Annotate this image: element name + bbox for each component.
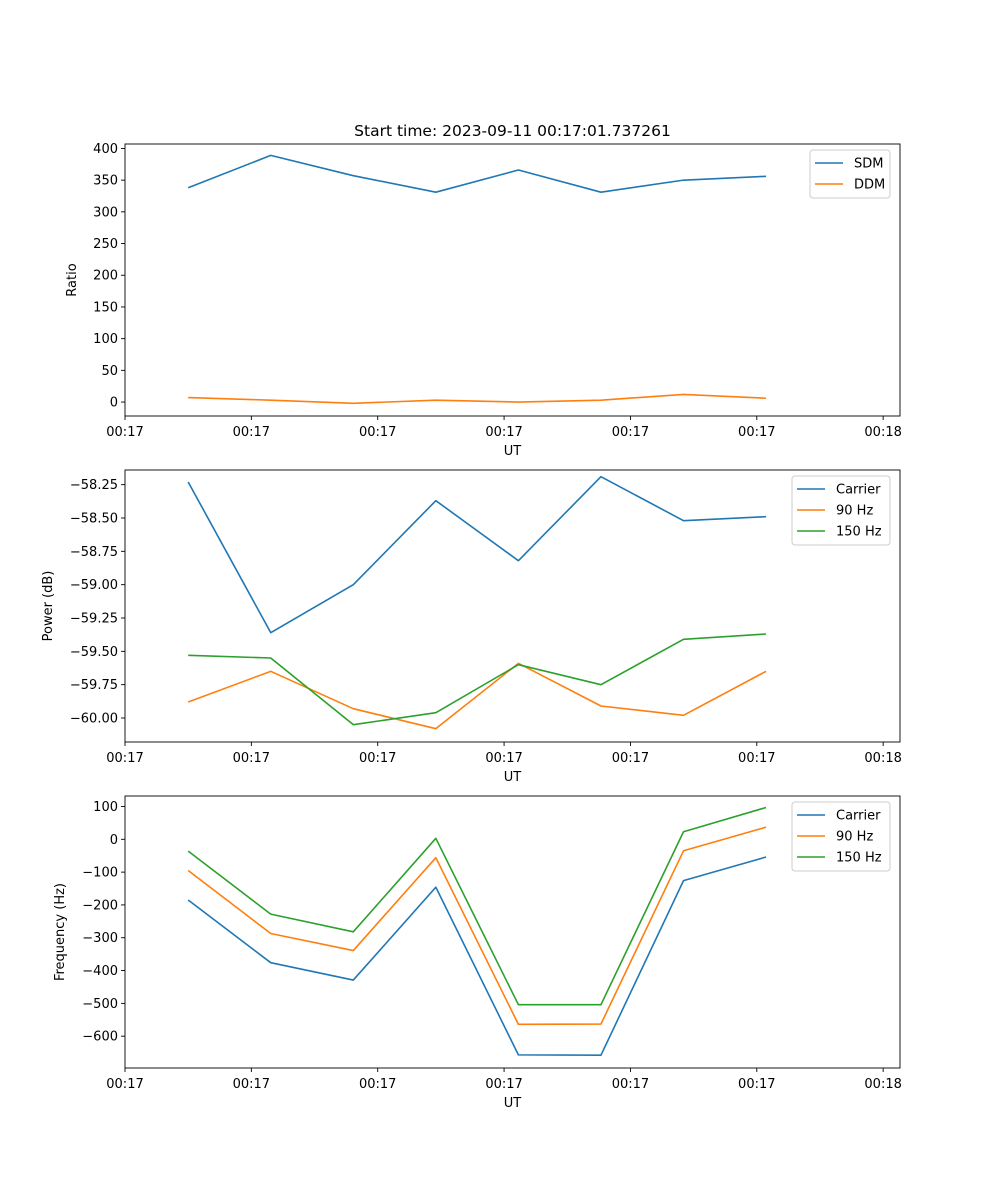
legend-label: 150 Hz <box>836 851 882 866</box>
axes-frame <box>124 795 901 1069</box>
x-tick-label: 00:17 <box>612 1077 649 1092</box>
y-tick-label: −200 <box>82 898 118 913</box>
x-tick-label: 00:17 <box>106 751 143 766</box>
legend-label: Carrier <box>836 483 881 498</box>
legend-label: Carrier <box>836 809 881 824</box>
y-tick-label: −100 <box>82 866 118 881</box>
y-tick-label: −58.25 <box>70 478 118 493</box>
series-line-sdm <box>187 154 767 193</box>
y-tick-label: 100 <box>93 800 118 815</box>
x-axis-label: UT <box>504 444 522 459</box>
y-tick-label: 100 <box>93 332 118 347</box>
x-axis-label: UT <box>504 1096 522 1111</box>
y-tick-label: 50 <box>101 364 118 379</box>
x-tick-label: 00:17 <box>485 425 522 440</box>
x-tick-label: 00:17 <box>485 751 522 766</box>
series-line-150-hz <box>188 633 767 726</box>
panel-frequency: 00:17 00:17 00:17 00:17 00:17 00:17 00:18 −600 −… <box>53 795 902 1111</box>
series-line-ddm <box>188 393 767 405</box>
legend-label: 90 Hz <box>836 830 873 845</box>
x-tick-label: 00:17 <box>359 1077 396 1092</box>
legend-box <box>791 475 891 546</box>
y-tick-label: −500 <box>82 997 118 1012</box>
y-axis-label: Frequency (Hz) <box>53 883 68 981</box>
legend-label: DDM <box>854 178 885 193</box>
x-tick-label: 00:17 <box>106 1077 143 1092</box>
y-tick-label: −300 <box>82 931 118 946</box>
x-tick-label: 00:17 <box>359 751 396 766</box>
y-axis-label: Ratio <box>65 263 80 296</box>
y-tick-label: −600 <box>82 1030 118 1045</box>
x-tick-label: 00:17 <box>612 751 649 766</box>
y-tick-label: 150 <box>93 300 118 315</box>
x-tick-label: 00:17 <box>485 1077 522 1092</box>
series-line-carrier <box>187 475 767 634</box>
y-tick-label: 250 <box>93 237 118 252</box>
y-tick-label: −58.75 <box>70 545 118 560</box>
y-tick-label: 400 <box>93 142 118 157</box>
x-axis-label: UT <box>504 770 522 785</box>
x-tick-label: 00:17 <box>233 425 270 440</box>
x-tick-label: 00:17 <box>106 425 143 440</box>
series-line-90-hz <box>187 826 767 1026</box>
y-tick-label: −59.50 <box>70 645 118 660</box>
y-tick-label: 0 <box>110 396 118 411</box>
y-tick-label: −59.75 <box>70 678 118 693</box>
x-tick-label: 00:18 <box>864 1077 901 1092</box>
x-tick-label: 00:17 <box>233 1077 270 1092</box>
x-tick-label: 00:17 <box>612 425 649 440</box>
legend-box <box>791 801 891 872</box>
y-tick-label: 200 <box>93 269 118 284</box>
series-line-150-hz <box>187 806 767 1006</box>
x-tick-label: 00:17 <box>233 751 270 766</box>
y-tick-label: 350 <box>93 174 118 189</box>
series-line-90-hz <box>187 662 767 730</box>
y-tick-label: −59.00 <box>70 578 118 593</box>
figure-title: Start time: 2023-09-11 00:17:01.737261 <box>354 122 671 140</box>
y-tick-label: −59.25 <box>70 612 118 627</box>
y-tick-label: −60.00 <box>70 712 118 727</box>
x-tick-label: 00:18 <box>864 751 901 766</box>
panel-ratio: 00:17 00:17 00:17 00:17 00:17 00:17 00:18 0 50 10… <box>65 142 902 459</box>
legend-label: 90 Hz <box>836 504 873 519</box>
legend-box <box>809 149 891 199</box>
series-line-carrier <box>187 856 767 1056</box>
legend-label: 150 Hz <box>836 525 882 540</box>
y-axis-label: Power (dB) <box>41 571 56 642</box>
y-tick-label: 300 <box>93 205 118 220</box>
axes-frame <box>124 469 901 743</box>
x-tick-label: 00:17 <box>738 751 775 766</box>
x-tick-label: 00:17 <box>359 425 396 440</box>
x-tick-label: 00:17 <box>738 425 775 440</box>
y-tick-label: −58.50 <box>70 512 118 527</box>
x-tick-label: 00:18 <box>864 425 901 440</box>
legend-label: SDM <box>854 157 883 172</box>
x-tick-label: 00:17 <box>738 1077 775 1092</box>
y-tick-label: 0 <box>110 833 118 848</box>
panel-power: 00:17 00:17 00:17 00:17 00:17 00:17 00:18 −60.0… <box>41 469 902 785</box>
axes-frame <box>124 143 901 417</box>
y-tick-label: −400 <box>82 964 118 979</box>
